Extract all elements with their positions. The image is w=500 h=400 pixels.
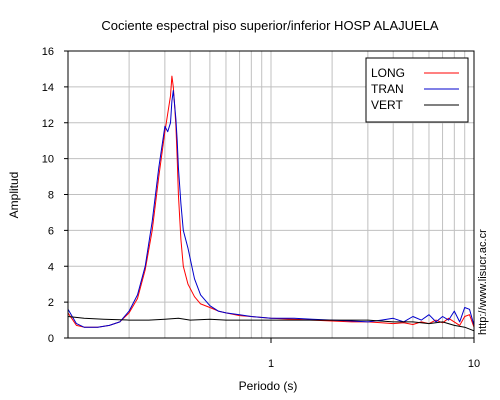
y-axis-label: Amplitud [7,172,21,219]
series-line-tran [67,90,475,328]
y-tick-label: 2 [48,297,54,309]
legend: LONG TRAN VERT [365,57,469,123]
y-tick-label: 4 [48,261,54,273]
y-tick-label: 10 [42,154,54,166]
side-url-text: http://www.lisucr.ac.cr [477,229,489,335]
legend-label: LONG [371,66,405,80]
y-tick-label: 8 [48,190,54,202]
y-tick-label: 6 [48,225,54,237]
y-tick-label: 12 [42,118,54,130]
x-tick-label: 1 [268,358,274,370]
axes: 0 2 4 6 8 10 12 14 16 1 10 [42,46,480,370]
y-tick-label: 16 [42,46,54,58]
y-tick-label: 0 [48,333,54,345]
legend-label: VERT [371,98,403,112]
legend-label: TRAN [371,82,404,96]
y-tick-label: 14 [42,82,54,94]
plot-lines [67,75,475,332]
chart-title: Cociente espectral piso superior/inferio… [101,18,439,33]
x-tick-label: 10 [468,358,480,370]
series-line-vert [67,316,475,332]
grid [68,51,474,338]
x-axis-label: Periodo (s) [239,379,298,393]
legend-box [365,57,469,123]
